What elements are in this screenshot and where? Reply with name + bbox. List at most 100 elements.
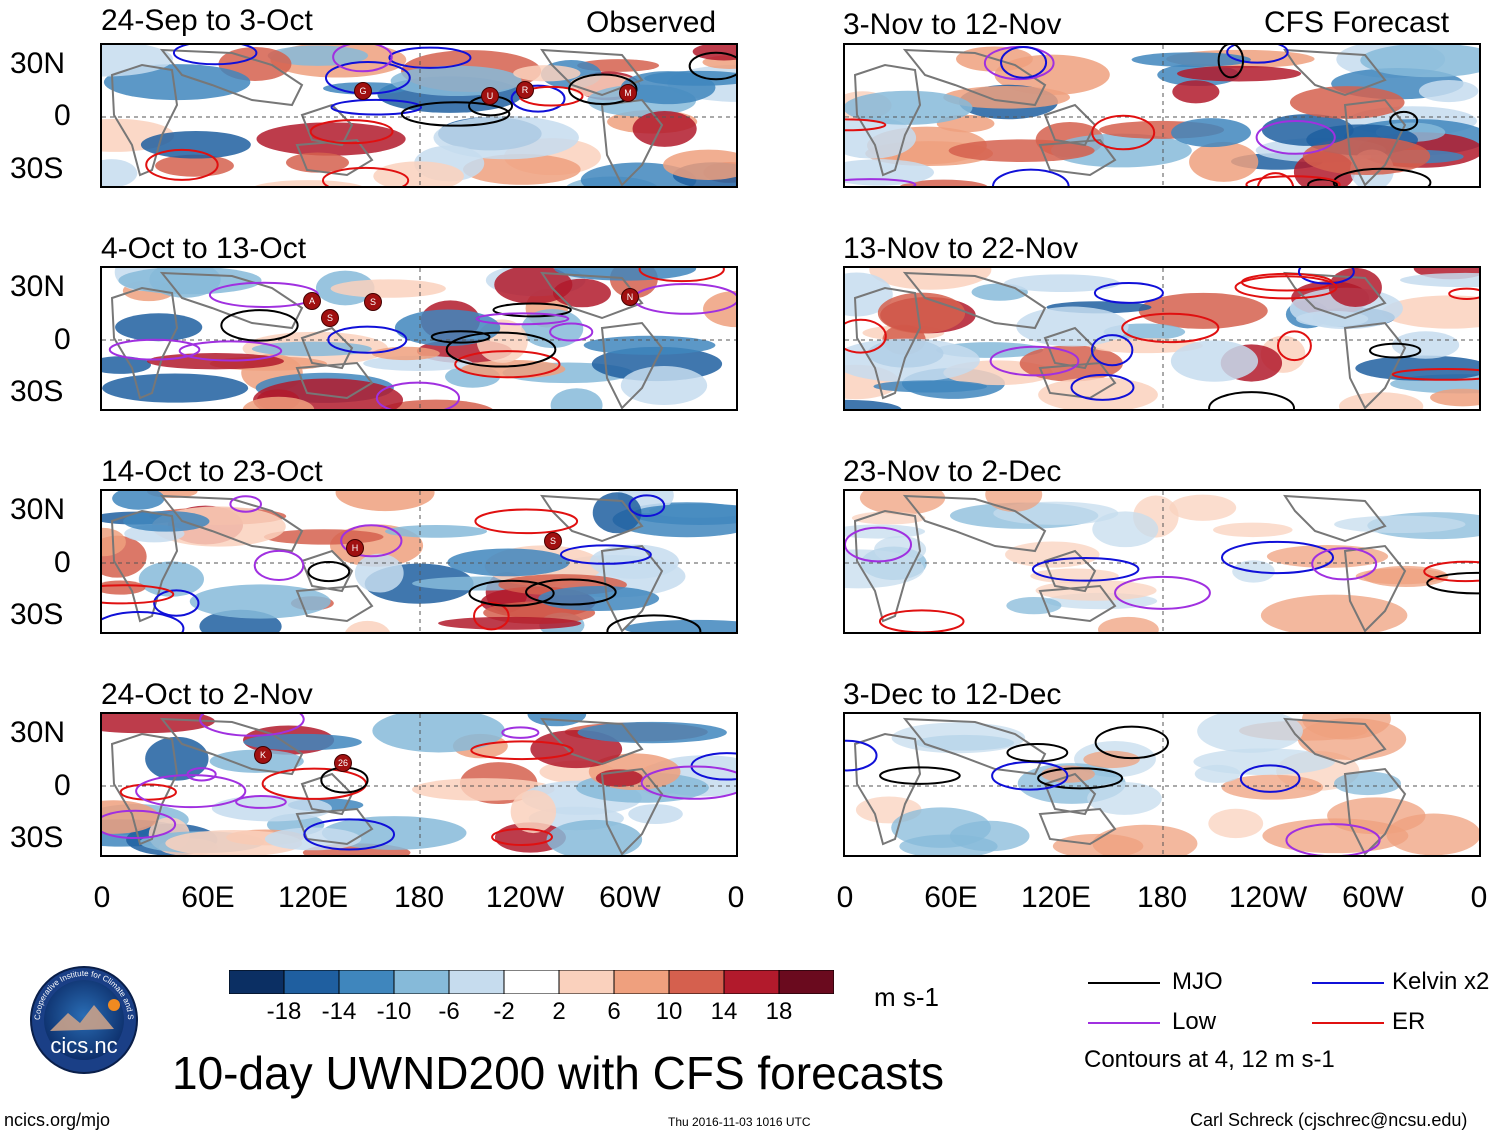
wave-contour xyxy=(491,827,553,846)
lat-30n-row2: 30N xyxy=(10,270,66,303)
anomaly-shading xyxy=(385,524,488,538)
wave-contour xyxy=(1307,178,1339,186)
coastline xyxy=(1283,717,1387,766)
anomaly-shading xyxy=(869,268,992,290)
anomaly-shading xyxy=(1213,522,1293,538)
coastline xyxy=(300,549,354,593)
wave-contour xyxy=(321,166,410,186)
anomaly-shading xyxy=(1172,80,1220,104)
anomaly-shading xyxy=(845,272,893,317)
anomaly-shading xyxy=(1261,114,1354,146)
anomaly-shading xyxy=(1083,750,1140,769)
coastline xyxy=(1038,584,1117,623)
wave-contour xyxy=(628,494,666,517)
anomaly-shading xyxy=(1297,718,1407,761)
anomaly-shading xyxy=(354,553,404,593)
anomaly-shading xyxy=(1289,86,1405,119)
wave-contour xyxy=(135,774,247,809)
lon-60w-left: 60W xyxy=(599,881,661,914)
panel-title-obs-1: 24-Sep to 3-Oct xyxy=(101,4,313,37)
colorbar-label: 18 xyxy=(765,998,793,1025)
anomaly-shading xyxy=(1430,388,1479,407)
wave-contour xyxy=(235,795,287,809)
wave-contour xyxy=(199,714,305,737)
anomaly-shading xyxy=(1019,345,1123,382)
coastline xyxy=(1283,494,1387,543)
lon-0-left: 0 xyxy=(93,881,111,914)
map-observed-1 xyxy=(100,43,738,188)
anomaly-shading xyxy=(1418,80,1479,103)
coastline xyxy=(300,772,354,816)
coastline xyxy=(540,271,644,320)
wave-contour xyxy=(1091,114,1156,151)
lat-30n-row3: 30N xyxy=(10,493,66,526)
lon-0-right-end: 0 xyxy=(1470,881,1488,914)
panel-title-obs-4: 24-Oct to 2-Nov xyxy=(101,678,313,711)
anomaly-shading xyxy=(1092,824,1198,855)
map-observed-3 xyxy=(100,489,738,634)
anomaly-shading xyxy=(102,159,138,186)
wave-contour xyxy=(102,809,177,840)
anomaly-shading xyxy=(845,116,917,159)
anomaly-shading xyxy=(899,179,988,186)
storm-marker: N xyxy=(621,288,639,306)
wave-contour xyxy=(1220,540,1335,575)
anomaly-shading xyxy=(251,341,372,357)
wave-contour xyxy=(1234,275,1338,300)
coastline xyxy=(1043,772,1097,816)
anomaly-shading xyxy=(102,580,146,595)
wave-contour xyxy=(1448,287,1479,300)
colorbar-label: -2 xyxy=(493,998,515,1025)
forecast-label: CFS Forecast xyxy=(1264,6,1450,39)
storm-marker: H xyxy=(346,539,364,557)
anomaly-shading xyxy=(1302,137,1431,176)
wave-contour xyxy=(388,46,472,69)
wave-contour xyxy=(340,524,403,558)
wave-contour xyxy=(1245,175,1341,186)
wave-contour xyxy=(1285,823,1381,855)
coastline xyxy=(600,767,664,855)
lon-120w-right: 120W xyxy=(1228,881,1308,914)
wave-contour xyxy=(1426,571,1479,595)
lon-180-left: 180 xyxy=(393,881,445,914)
anomaly-shading xyxy=(243,733,362,751)
wave-contour xyxy=(1297,268,1355,285)
wave-contour xyxy=(688,51,736,81)
anomaly-shading xyxy=(1360,45,1479,78)
anomaly-shading xyxy=(123,510,210,532)
wave-contour xyxy=(1257,172,1295,186)
anomaly-shading xyxy=(538,586,660,612)
wave-contour xyxy=(1000,46,1048,79)
wave-contour xyxy=(102,611,185,632)
anomaly-shading xyxy=(242,396,315,409)
anomaly-shading xyxy=(1382,295,1479,329)
anomaly-shading xyxy=(1355,355,1479,381)
timestamp: Thu 2016-11-03 1016 UTC xyxy=(668,1115,811,1129)
anomaly-shading xyxy=(623,619,736,632)
wave-contour xyxy=(501,726,540,739)
wave-contour xyxy=(989,345,1080,377)
anomaly-shading xyxy=(390,65,522,96)
colorbar-swatch xyxy=(503,969,560,995)
anomaly-shading xyxy=(874,535,927,564)
wave-contour xyxy=(303,818,396,851)
coastline xyxy=(902,271,1047,330)
anomaly-shading xyxy=(1098,616,1159,632)
anomaly-shading xyxy=(948,139,1095,162)
legend-er-label: ER xyxy=(1392,1008,1426,1035)
wave-contour xyxy=(492,302,572,318)
lat-30n-row4: 30N xyxy=(10,716,66,749)
wave-contour xyxy=(845,739,878,772)
wave-contour xyxy=(549,322,594,342)
lon-180-right: 180 xyxy=(1136,881,1188,914)
anomaly-shading xyxy=(949,820,1030,852)
colorbar-swatch xyxy=(723,969,780,995)
anomaly-shading xyxy=(146,353,284,370)
legend-low-label: Low xyxy=(1172,1008,1217,1035)
anomaly-shading xyxy=(620,366,708,405)
coastline xyxy=(1343,98,1407,186)
svg-text:cics.nc: cics.nc xyxy=(50,1033,117,1058)
wave-contour xyxy=(1217,45,1245,79)
lon-120w-left: 120W xyxy=(485,881,565,914)
colorbar-label: -18 xyxy=(266,998,302,1025)
